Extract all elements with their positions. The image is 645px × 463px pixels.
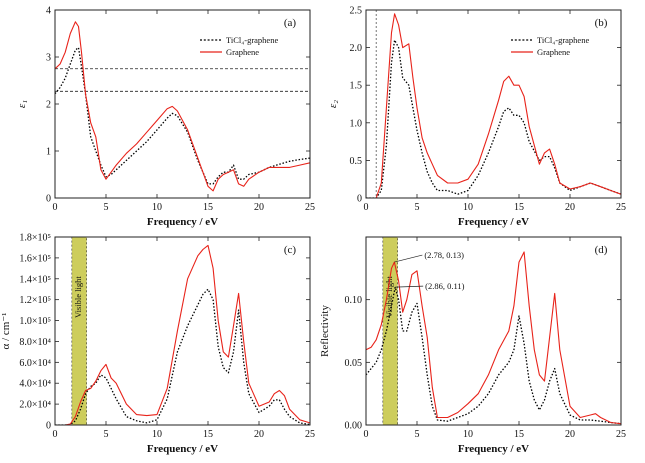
- x-axis-title: Frequency / eV: [147, 216, 218, 228]
- x-tick-label: 5: [104, 202, 109, 213]
- y-tick-label: 3: [46, 53, 51, 64]
- y-tick-label: 6.0×10⁴: [19, 358, 51, 369]
- y-tick-label: 4.0×10⁴: [19, 379, 51, 390]
- legend-label-1: Graphene: [226, 47, 259, 57]
- y-tick-label: 2.0: [350, 43, 363, 54]
- y-tick-label: 0: [46, 194, 51, 205]
- panel-label: (a): [284, 17, 297, 29]
- y-tick-label: 1.5: [350, 81, 363, 92]
- series-line-graphene: [366, 13, 621, 198]
- x-tick-label: 5: [415, 429, 420, 440]
- x-tick-label: 15: [514, 202, 524, 213]
- y-axis-title: Reflectivity: [319, 305, 331, 357]
- y-tick-label: 0: [46, 421, 51, 432]
- y-axis-title: ε₁: [16, 100, 28, 108]
- chart-panel-1: 0 5 10 15 20 25 0 0.5 1.0 1.5 2.0 2.5 Frequency / eV…: [327, 6, 626, 229]
- legend-label-0: TiCl₄-graphene: [537, 35, 589, 45]
- chart-panel-2: Visible light 0 5 10 15 20 25 0 2.0×10⁴ 4.0×10⁴ 6.…: [0, 233, 315, 456]
- y-axis-title: α / cm⁻¹: [0, 313, 12, 350]
- annotation-leader-0: [394, 254, 423, 263]
- visible-light-band: [71, 236, 87, 426]
- series-line-ticl4-graphene: [55, 288, 310, 425]
- panel-label: (d): [595, 244, 608, 256]
- x-tick-label: 5: [104, 429, 109, 440]
- y-tick-label: 2.5: [350, 6, 363, 17]
- visible-light-band: [382, 236, 398, 426]
- chart-panel-3: Visible light 0 5 10 15 20 25 0.00 0.05 0.10 Frequ…: [319, 236, 626, 455]
- panel-label: (b): [595, 17, 608, 29]
- x-tick-label: 25: [616, 429, 626, 440]
- y-tick-label: 2.0×10⁴: [19, 400, 51, 411]
- y-tick-label: 1.8×10⁵: [19, 233, 51, 244]
- x-tick-label: 25: [305, 202, 315, 213]
- series-line-ticl4-graphene: [366, 286, 621, 425]
- y-tick-label: 0.05: [345, 358, 363, 369]
- legend-label-1: Graphene: [537, 47, 570, 57]
- x-axis-title: Frequency / eV: [458, 443, 529, 455]
- x-tick-label: 10: [152, 429, 162, 440]
- x-tick-label: 20: [254, 429, 264, 440]
- y-tick-label: 8.0×10⁴: [19, 337, 51, 348]
- series-line-ticl4-graphene: [55, 46, 310, 185]
- x-tick-label: 20: [565, 202, 575, 213]
- x-tick-label: 15: [514, 429, 524, 440]
- y-tick-label: 2: [46, 100, 51, 111]
- y-tick-label: 0: [357, 194, 362, 205]
- x-tick-label: 0: [364, 429, 369, 440]
- y-tick-label: 1.4×10⁵: [19, 274, 51, 285]
- y-tick-label: 1: [46, 147, 51, 158]
- x-tick-label: 15: [203, 202, 213, 213]
- x-tick-label: 25: [616, 202, 626, 213]
- y-tick-label: 4: [46, 6, 51, 17]
- annotation-label-0: (2.78, 0.13): [424, 250, 464, 260]
- x-tick-label: 15: [203, 429, 213, 440]
- legend-label-0: TiCl₄-graphene: [226, 35, 278, 45]
- series-line-graphene: [55, 244, 310, 425]
- y-tick-label: 1.0: [350, 118, 363, 129]
- y-axis-title: ε₂: [327, 100, 339, 108]
- y-tick-label: 1.0×10⁵: [19, 316, 51, 327]
- x-tick-label: 0: [364, 202, 369, 213]
- x-tick-label: 0: [53, 202, 58, 213]
- x-tick-label: 10: [152, 202, 162, 213]
- y-tick-label: 1.2×10⁵: [19, 295, 51, 306]
- y-tick-label: 0.00: [345, 421, 363, 432]
- annotation-leader-1: [395, 285, 424, 288]
- plot-frame: [54, 236, 311, 426]
- x-axis-title: Frequency / eV: [147, 443, 218, 455]
- x-tick-label: 20: [565, 429, 575, 440]
- series-line-graphene: [55, 21, 310, 192]
- panel-label: (c): [284, 244, 297, 256]
- x-tick-label: 10: [463, 202, 473, 213]
- x-tick-label: 5: [415, 202, 420, 213]
- annotation-label-1: (2.86, 0.11): [425, 281, 465, 291]
- x-tick-label: 25: [305, 429, 315, 440]
- y-tick-label: 1.6×10⁵: [19, 253, 51, 264]
- y-tick-label: 0.5: [350, 156, 363, 167]
- x-tick-label: 20: [254, 202, 264, 213]
- plot-frame: [365, 9, 622, 199]
- series-line-graphene: [366, 251, 621, 425]
- plot-frame: [365, 236, 622, 426]
- x-tick-label: 10: [463, 429, 473, 440]
- y-tick-label: 0.10: [345, 295, 363, 306]
- visible-light-label: Visible light: [73, 276, 83, 318]
- x-tick-label: 0: [53, 429, 58, 440]
- visible-light-label: Visible light: [384, 276, 394, 318]
- chart-panel-0: 0 5 10 15 20 25 0 1 2 3 4 Frequency / eV ε₁ (a) TiCl₄-…: [16, 6, 315, 229]
- x-axis-title: Frequency / eV: [458, 216, 529, 228]
